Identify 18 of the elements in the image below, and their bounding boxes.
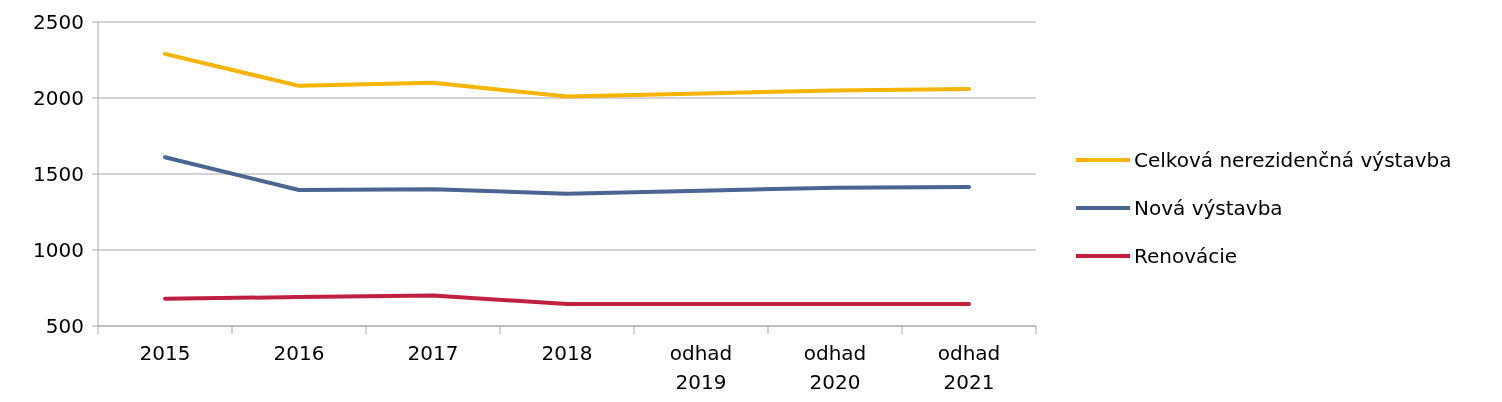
x-tick-label: odhad 2020 xyxy=(803,341,867,394)
x-tick-label: 2016 xyxy=(273,341,325,365)
x-tick-label: odhad 2021 xyxy=(937,341,1001,394)
y-tick-label: 1500 xyxy=(33,162,84,186)
y-tick-label: 2500 xyxy=(33,10,84,34)
y-tick-label: 2000 xyxy=(33,86,84,110)
legend-label: Renovácie xyxy=(1134,244,1238,268)
line-series xyxy=(163,51,971,99)
line-series xyxy=(163,155,971,196)
x-tick-label: odhad 2019 xyxy=(669,341,733,394)
x-tick-label: 2015 xyxy=(139,341,191,365)
line-series xyxy=(163,293,971,306)
y-tick-label: 1000 xyxy=(33,238,84,262)
y-tick-label: 500 xyxy=(45,314,84,338)
legend-label: Celková nerezidenčná výstavba xyxy=(1134,148,1452,172)
legend-label: Nová výstavba xyxy=(1134,196,1283,220)
x-tick-label: 2018 xyxy=(541,341,593,365)
x-tick-label: 2017 xyxy=(407,341,459,365)
